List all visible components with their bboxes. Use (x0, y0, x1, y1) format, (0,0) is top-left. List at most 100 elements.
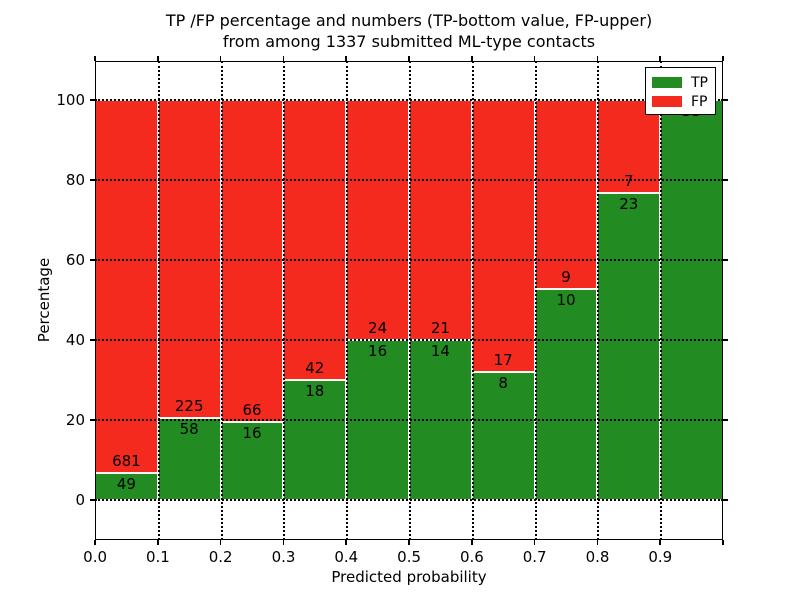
y-tick-mark (90, 419, 95, 421)
y-tick-mark (90, 179, 95, 181)
y-tick-mark-right (723, 99, 728, 101)
x-tick-mark (219, 540, 222, 545)
x-tick-label: 0.8 (585, 548, 610, 566)
x-tick-label: 0.3 (271, 548, 296, 566)
bar-segment-fp (409, 100, 472, 340)
y-tick-label: 80 (65, 171, 85, 189)
gridline-vertical (660, 61, 663, 540)
x-tick-label: 0.9 (648, 548, 673, 566)
bar-value-label-fp: 225 (174, 397, 204, 416)
bar-value-label-fp: 66 (242, 400, 262, 419)
x-tick-mark-top (157, 56, 159, 61)
x-tick-mark-top (94, 56, 96, 61)
x-tick-mark (282, 540, 285, 545)
y-tick-mark (90, 259, 95, 261)
y-tick-mark-right (723, 259, 728, 261)
bar-value-label-tp: 23 (619, 195, 639, 214)
gridline-vertical (220, 61, 223, 540)
gridline-vertical (283, 61, 286, 540)
bar-value-label-tp: 18 (305, 382, 325, 400)
x-tick-label: 0.2 (208, 548, 233, 566)
y-tick-label: 0 (75, 491, 85, 509)
chart-title-line2: from among 1337 submitted ML-type contac… (222, 32, 596, 51)
x-tick-label: 0.1 (145, 548, 170, 566)
y-tick-mark-right (723, 499, 728, 501)
bar-segment-fp (534, 100, 598, 290)
x-axis-label: Predicted probability (331, 568, 487, 586)
x-tick-mark-top (408, 56, 410, 61)
bar-segment-tp (597, 193, 661, 500)
plot-area: 6814922558661642182416211417891072333 (95, 61, 723, 540)
bar-value-label-tp: 14 (430, 342, 450, 360)
y-tick-mark-right (723, 419, 728, 421)
bar-segment-fp (346, 100, 409, 340)
gridline-vertical (597, 61, 600, 540)
bar-value-label-fp: 681 (112, 452, 141, 471)
y-axis-label: Percentage (35, 257, 53, 343)
bar-value-label-tp: 49 (116, 475, 136, 494)
x-tick-mark (596, 540, 599, 545)
x-tick-mark (345, 540, 347, 545)
x-tick-mark-top (282, 56, 285, 61)
gridline-vertical (409, 61, 411, 540)
y-tick-label: 60 (65, 251, 85, 269)
y-tick-label: 40 (65, 331, 85, 349)
x-tick-mark (533, 540, 536, 545)
bar-value-label-fp: 17 (493, 351, 513, 369)
bar-value-label-fp: 42 (305, 359, 325, 377)
y-tick-mark (90, 499, 95, 501)
bar-segment-tp (283, 380, 347, 500)
x-tick-mark-top (533, 56, 536, 61)
x-tick-mark (157, 540, 159, 545)
bar-value-label-fp: 9 (561, 268, 571, 287)
legend-swatch-tp-icon (652, 77, 682, 88)
y-tick-label: 20 (65, 411, 85, 429)
y-tick-mark-right (723, 179, 728, 181)
legend-label-fp: FP (691, 93, 708, 110)
bar-segment-fp (597, 100, 661, 194)
x-tick-mark (408, 540, 410, 545)
bar-value-label-tp: 10 (556, 291, 576, 310)
x-tick-mark-top (219, 56, 222, 61)
legend: TP FP (645, 67, 716, 115)
bar-segment-fp (471, 100, 535, 372)
x-tick-mark (659, 540, 661, 545)
x-tick-mark (94, 540, 96, 545)
bar-value-label-fp: 24 (368, 319, 388, 337)
x-tick-mark (471, 540, 473, 545)
gridline-vertical (471, 61, 474, 540)
bar-segment-fp (283, 100, 347, 380)
legend-item-fp: FP (652, 92, 709, 111)
x-tick-label: 0.4 (334, 548, 359, 566)
x-tick-label: 0.5 (397, 548, 422, 566)
chart-title-line1: TP /FP percentage and numbers (TP-bottom… (165, 11, 653, 30)
x-tick-mark-top (471, 56, 473, 61)
x-tick-label: 0.0 (83, 548, 108, 566)
legend-label-tp: TP (691, 74, 708, 91)
x-tick-mark-top (659, 56, 661, 61)
bar-value-label-tp: 16 (368, 342, 388, 360)
bar-value-label-fp: 7 (624, 172, 634, 191)
x-tick-mark-top (596, 56, 599, 61)
x-tick-mark (722, 540, 724, 545)
x-tick-label: 0.6 (459, 548, 484, 566)
gridline-vertical (346, 61, 349, 540)
bar-value-label-tp: 8 (498, 374, 508, 392)
legend-swatch-fp-icon (652, 96, 682, 107)
gridline-vertical (534, 61, 537, 540)
y-tick-label: 100 (56, 91, 85, 109)
x-tick-mark-top (722, 56, 724, 61)
bar-segment-tp (534, 289, 598, 500)
bar-value-label-tp: 58 (179, 420, 199, 439)
bar-segment-fp (95, 100, 158, 474)
y-tick-mark (90, 99, 95, 101)
x-tick-label: 0.7 (522, 548, 547, 566)
bar-value-label-tp: 16 (242, 423, 262, 442)
legend-item-tp: TP (652, 73, 709, 92)
y-tick-mark-right (723, 339, 728, 341)
gridline-vertical (157, 61, 160, 540)
x-tick-mark-top (345, 56, 347, 61)
bar-segment-tp (660, 100, 723, 500)
bar-value-label-fp: 21 (430, 319, 450, 337)
